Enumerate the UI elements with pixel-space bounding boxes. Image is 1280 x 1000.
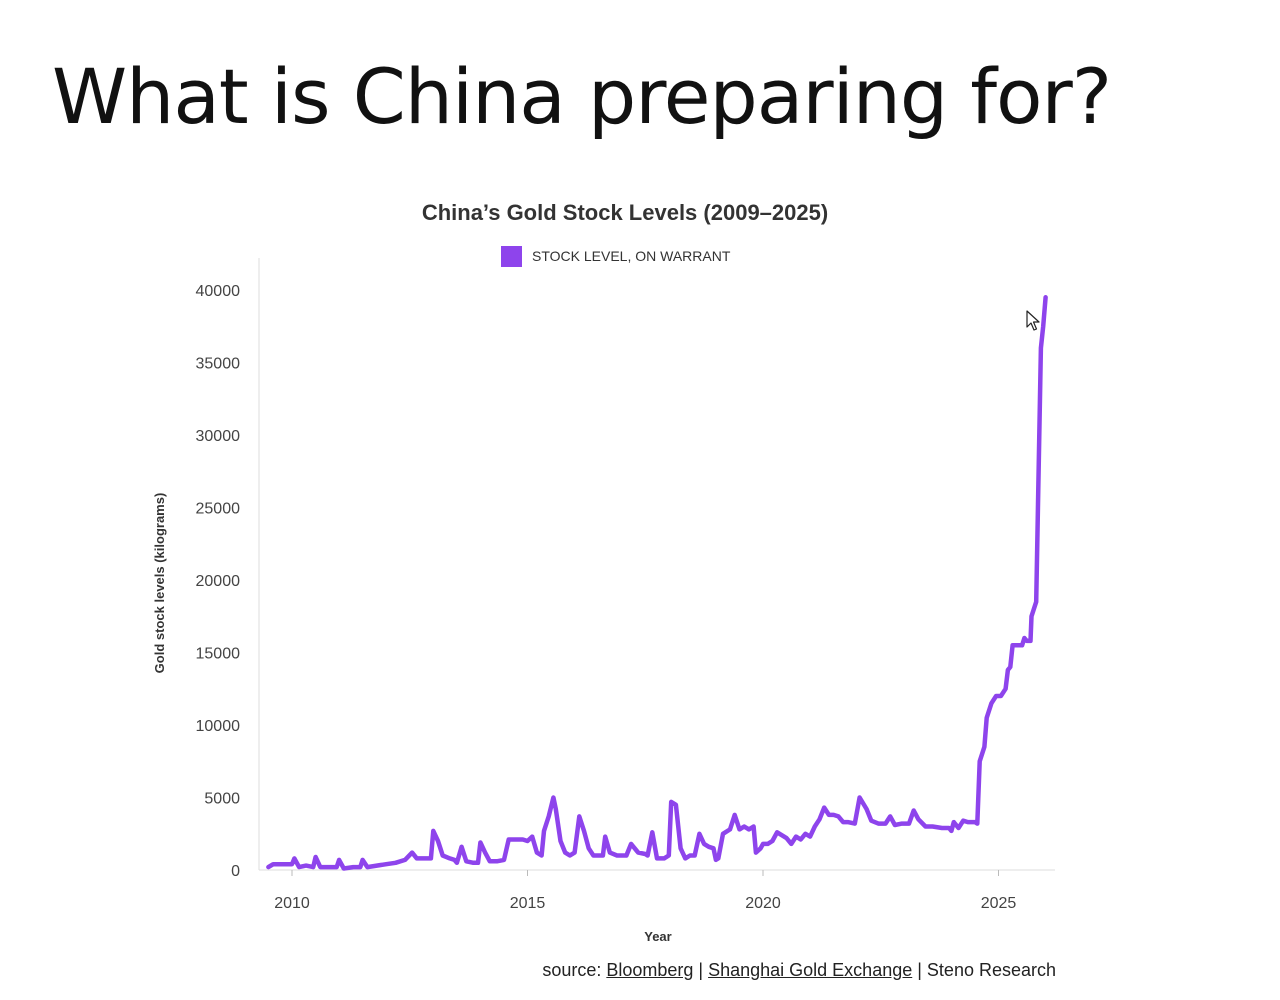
legend-label: STOCK LEVEL, ON WARRANT bbox=[532, 248, 731, 264]
mouse-pointer-icon bbox=[1026, 310, 1040, 331]
series-line-stock-level bbox=[266, 295, 1048, 871]
y-tick-label: 30000 bbox=[196, 428, 241, 445]
y-tick-label: 10000 bbox=[196, 718, 241, 735]
y-tick-label: 40000 bbox=[196, 283, 241, 300]
x-axis-ticks: 2010 2015 2020 2025 bbox=[274, 870, 1016, 912]
source-steno-research: Steno Research bbox=[926, 960, 1056, 980]
y-tick-label: 35000 bbox=[196, 356, 241, 373]
x-tick-label: 2015 bbox=[510, 895, 546, 912]
y-tick-label: 20000 bbox=[196, 573, 241, 590]
y-tick-label: 5000 bbox=[204, 791, 240, 808]
legend-swatch bbox=[501, 246, 522, 267]
y-tick-label: 0 bbox=[231, 863, 240, 880]
y-axis-label: Gold stock levels (kilograms) bbox=[152, 493, 167, 674]
x-tick-label: 2010 bbox=[274, 895, 310, 912]
source-link-shanghai-gold-exchange[interactable]: Shanghai Gold Exchange bbox=[708, 960, 913, 980]
y-axis-ticks: 0 5000 10000 15000 20000 25000 30000 35000 40000 bbox=[196, 283, 241, 880]
x-tick-label: 2020 bbox=[745, 895, 781, 912]
y-tick-label: 15000 bbox=[196, 646, 241, 663]
legend: STOCK LEVEL, ON WARRANT bbox=[501, 246, 731, 267]
x-tick-label: 2025 bbox=[981, 895, 1017, 912]
chart-title: China’s Gold Stock Levels (2009–2025) bbox=[422, 200, 828, 225]
x-axis-label: Year bbox=[644, 929, 671, 944]
source-separator: | bbox=[912, 960, 927, 980]
source-line: source: Bloomberg | Shanghai Gold Exchan… bbox=[542, 960, 1056, 981]
source-separator: | bbox=[693, 960, 709, 980]
source-prefix: source: bbox=[542, 960, 607, 980]
slide-title: What is China preparing for? bbox=[52, 52, 1112, 141]
y-tick-label: 25000 bbox=[196, 501, 241, 518]
source-link-bloomberg[interactable]: Bloomberg bbox=[606, 960, 694, 980]
